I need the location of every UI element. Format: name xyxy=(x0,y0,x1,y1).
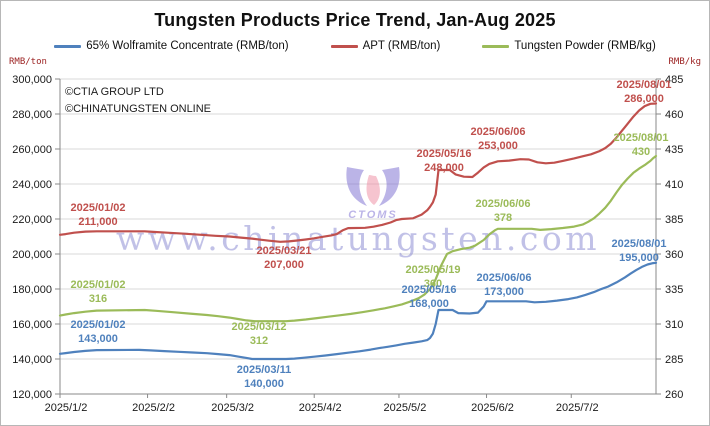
left-axis-tick-label: 260,000 xyxy=(12,144,52,156)
wolframite-line-swatch xyxy=(54,44,82,48)
annotation-value-wolframite: 140,000 xyxy=(244,378,284,390)
annotation-date-wolframite: 2025/05/16 xyxy=(401,284,456,296)
annotation-value-apt: 248,000 xyxy=(424,162,464,174)
copyright-line-2: ©CHINATUNGSTEN ONLINE xyxy=(65,103,212,115)
left-axis-tick-label: 140,000 xyxy=(12,354,52,366)
left-axis-tick-label: 300,000 xyxy=(12,74,52,86)
copyright-notice: ©CTIA GROUP LTD ©CHINATUNGSTEN ONLINE xyxy=(65,84,211,118)
right-axis-tick-label: 310 xyxy=(665,319,683,331)
legend-item-apt: APT (RMB/ton) xyxy=(330,40,441,52)
powder-line-swatch xyxy=(482,44,510,48)
legend-label-apt: APT (RMB/ton) xyxy=(362,40,441,52)
left-axis-tick-label: 200,000 xyxy=(12,249,52,261)
right-axis-tick-label: 460 xyxy=(665,109,683,121)
legend-item-powder: Tungsten Powder (RMB/kg) xyxy=(482,40,656,52)
copyright-line-1: ©CTIA GROUP LTD xyxy=(65,86,164,98)
annotation-date-wolframite: 2025/03/11 xyxy=(237,364,291,376)
series-line-wolframite xyxy=(58,261,658,361)
annotation-date-powder: 2025/01/02 xyxy=(70,279,125,291)
x-axis-tick-label: 2025/3/2 xyxy=(211,402,254,414)
right-axis-tick-label: 435 xyxy=(665,144,683,156)
annotation-value-apt: 253,000 xyxy=(478,140,518,152)
annotation-date-powder: 2025/03/12 xyxy=(231,321,286,333)
annotation-value-wolframite: 173,000 xyxy=(484,286,524,298)
x-axis-tick-label: 2025/4/2 xyxy=(299,402,342,414)
right-axis-tick-label: 335 xyxy=(665,284,683,296)
annotation-date-apt: 2025/06/06 xyxy=(470,126,525,138)
legend-item-wolframite: 65% Wolframite Concentrate (RMB/ton) xyxy=(54,40,289,52)
left-axis-tick-label: 220,000 xyxy=(12,214,52,226)
right-axis-unit-label: RMB/kg xyxy=(668,57,701,67)
x-axis-tick-label: 2025/1/2 xyxy=(45,402,88,414)
right-axis-tick-label: 410 xyxy=(665,179,683,191)
left-axis-tick-label: 280,000 xyxy=(12,109,52,121)
annotation-date-apt: 2025/03/21 xyxy=(256,245,311,257)
x-axis-tick-label: 2025/5/2 xyxy=(384,402,427,414)
logo-right-wing xyxy=(379,167,400,206)
logo-left-wing xyxy=(346,167,367,206)
series-line-powder xyxy=(58,154,658,323)
annotation-value-powder: 360 xyxy=(424,278,442,290)
annotation-date-apt: 2025/01/02 xyxy=(70,202,125,214)
annotation-value-apt: 211,000 xyxy=(78,216,117,228)
annotation-date-powder: 2025/06/06 xyxy=(475,198,530,210)
annotation-value-powder: 430 xyxy=(632,146,650,158)
annotation-date-powder: 2025/05/19 xyxy=(405,264,460,276)
annotation-date-powder: 2025/08/01 xyxy=(613,132,668,144)
logo-text: CTOMS xyxy=(348,209,398,221)
right-axis-tick-label: 360 xyxy=(665,249,683,261)
left-axis-tick-label: 120,000 xyxy=(12,389,52,401)
ctoms-logo: CTOMS xyxy=(346,167,400,221)
x-axis-tick-label: 2025/2/2 xyxy=(132,402,175,414)
annotation-date-wolframite: 2025/08/01 xyxy=(611,238,666,250)
watermark-text: www.chinatungsten.com xyxy=(116,219,600,258)
annotation-date-apt: 2025/08/01 xyxy=(616,79,671,91)
apt-line-swatch xyxy=(330,44,358,48)
x-axis-tick-label: 2025/6/2 xyxy=(471,402,514,414)
series-line-apt xyxy=(58,102,658,243)
left-axis-unit-label: RMB/ton xyxy=(9,57,47,67)
annotation-value-wolframite: 143,000 xyxy=(78,333,118,345)
logo-center-flame xyxy=(366,175,380,205)
legend-label-powder: Tungsten Powder (RMB/kg) xyxy=(514,40,656,52)
annotation-value-wolframite: 168,000 xyxy=(409,298,449,310)
left-axis-tick-label: 240,000 xyxy=(12,179,52,191)
annotation-value-apt: 207,000 xyxy=(264,259,304,271)
left-axis-tick-label: 180,000 xyxy=(12,284,52,296)
chart-title: Tungsten Products Price Trend, Jan-Aug 2… xyxy=(154,10,556,30)
annotation-value-powder: 312 xyxy=(250,335,268,347)
annotation-date-wolframite: 2025/01/02 xyxy=(70,319,125,331)
right-axis-tick-label: 485 xyxy=(665,74,683,86)
legend: 65% Wolframite Concentrate (RMB/ton) APT… xyxy=(1,40,709,52)
right-axis-tick-label: 260 xyxy=(665,389,683,401)
right-axis-tick-label: 285 xyxy=(665,354,683,366)
x-axis-tick-label: 2025/7/2 xyxy=(556,402,599,414)
annotation-date-apt: 2025/05/16 xyxy=(416,148,471,160)
annotation-value-powder: 316 xyxy=(89,293,107,305)
legend-label-wolframite: 65% Wolframite Concentrate (RMB/ton) xyxy=(86,40,289,52)
right-axis-tick-label: 385 xyxy=(665,214,683,226)
annotation-value-wolframite: 195,000 xyxy=(619,252,659,264)
left-axis-tick-label: 160,000 xyxy=(12,319,52,331)
annotation-value-powder: 378 xyxy=(494,212,512,224)
annotation-date-wolframite: 2025/06/06 xyxy=(476,272,531,284)
annotation-value-apt: 286,000 xyxy=(624,93,664,105)
